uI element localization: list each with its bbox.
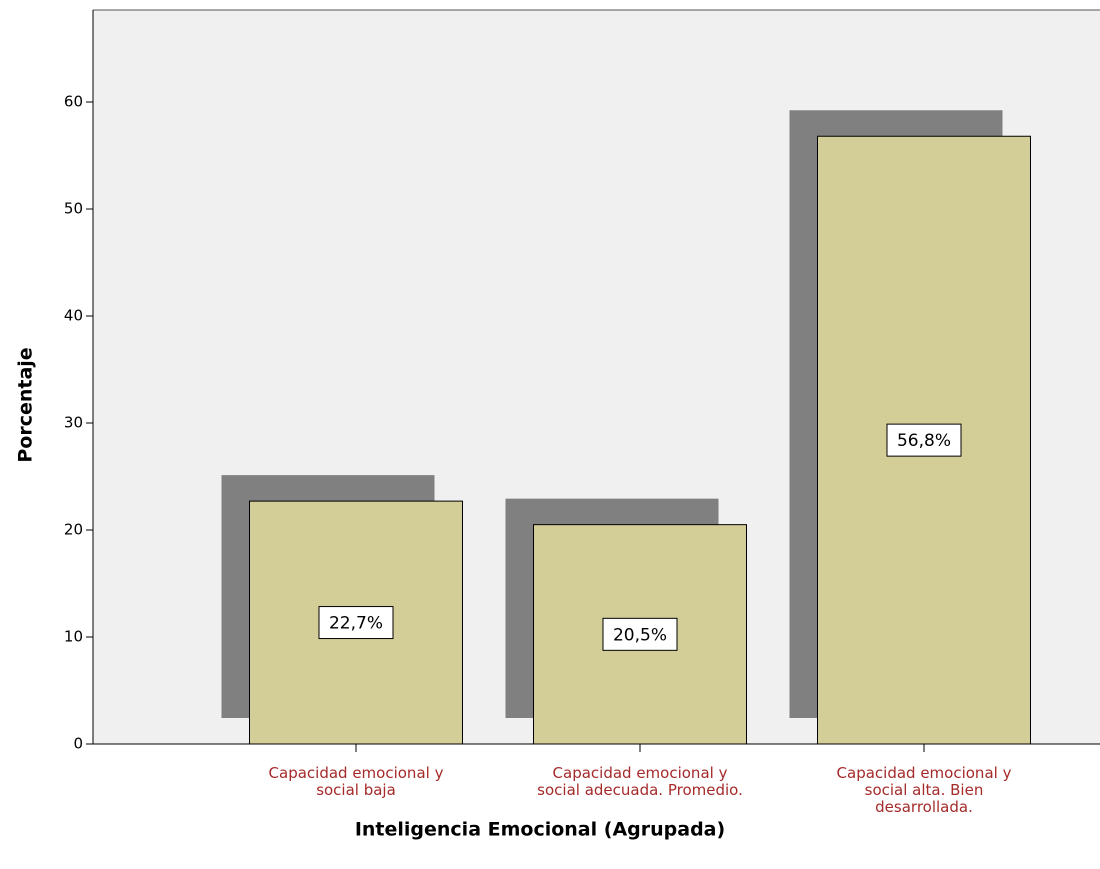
y-tick-label: 60 (64, 93, 83, 111)
y-tick-label: 0 (73, 735, 83, 753)
value-label: 56,8% (897, 431, 951, 451)
value-label-box (602, 617, 678, 651)
x-tick-label: Capacidad emocional y social baja (269, 764, 444, 799)
x-tick-label: Capacidad emocional y social adecuada. Pr… (537, 764, 743, 799)
x-axis-label: Inteligencia Emocional (Agrupada) (355, 819, 725, 841)
y-tick-label: 50 (64, 200, 83, 218)
y-tick-label: 10 (64, 628, 83, 646)
value-label-box (886, 423, 962, 457)
value-label-box (318, 606, 394, 640)
value-label: 22,7% (329, 614, 383, 634)
y-tick-label: 30 (64, 414, 83, 432)
y-tick-label: 20 (64, 521, 83, 539)
y-axis-label: Porcentaje (15, 347, 37, 462)
y-tick-label: 40 (64, 307, 83, 325)
x-tick-label: Capacidad emocional y social alta. Bien de… (837, 764, 1012, 816)
value-label: 20,5% (613, 625, 667, 645)
